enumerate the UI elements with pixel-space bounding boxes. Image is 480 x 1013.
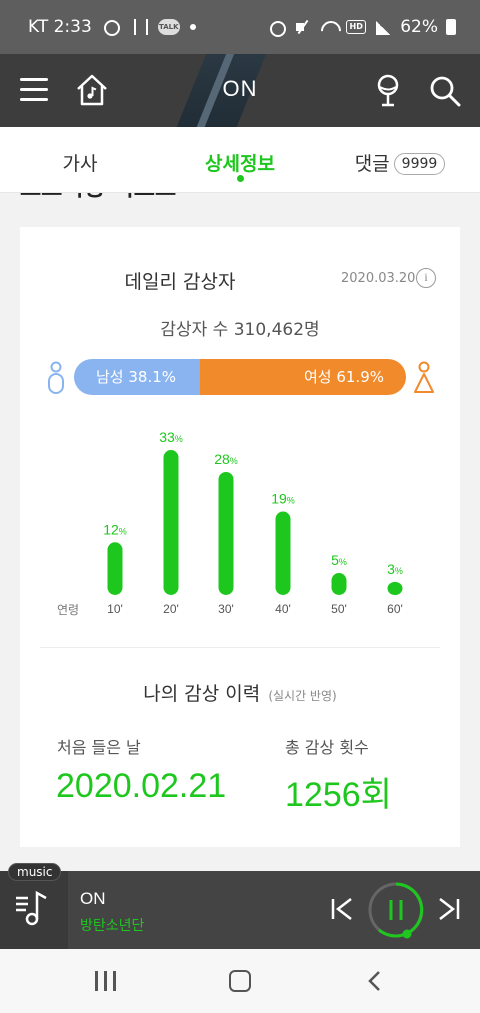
first-listened-date: 2020.02.21 <box>56 767 227 805</box>
first-listened-label: 처음 들은 날 <box>57 738 141 757</box>
more-notifications-dot-icon <box>189 24 196 30</box>
female-segment: 여성 61.9% <box>200 359 406 395</box>
listener-count: 감상자 수 310,462명 <box>160 320 320 340</box>
tab-comments[interactable]: 댓글 9999 <box>320 127 480 192</box>
age-bar-40 <box>275 511 291 595</box>
age-category-label: 50' <box>331 602 347 616</box>
daily-date: 2020.03.20 <box>341 271 416 286</box>
recent-apps-icon[interactable] <box>95 971 117 991</box>
battery-icon <box>446 19 456 35</box>
age-category-label: 60' <box>387 602 403 616</box>
home-nav-icon[interactable] <box>229 970 251 992</box>
battery-percent: 62% <box>400 17 438 37</box>
comment-count-badge: 9999 <box>393 153 446 175</box>
age-category-label: 10' <box>107 602 123 616</box>
tab-lyrics[interactable]: 가사 <box>0 127 160 192</box>
player-song-title: ON <box>80 889 106 908</box>
app-header: ON <box>0 54 480 127</box>
daily-listeners-title: 데일리 감상자 <box>124 271 236 293</box>
music-tag: music <box>8 863 62 881</box>
listening-history-title: 나의 감상 이력 (실시간 반영) <box>20 679 460 706</box>
hd-icon: HD <box>346 20 367 34</box>
male-icon <box>48 361 64 394</box>
alarm-icon <box>268 19 287 37</box>
age-bar-30 <box>218 471 234 595</box>
next-track-icon[interactable] <box>437 896 461 922</box>
menu-icon[interactable] <box>20 78 48 102</box>
header-background-art <box>169 54 271 127</box>
wifi-icon <box>320 19 338 35</box>
info-icon[interactable]: i <box>416 268 436 288</box>
age-value-label: 5% <box>331 552 347 568</box>
listening-history-subtitle: (실시간 반영) <box>268 689 337 703</box>
age-value-label: 19% <box>271 491 295 507</box>
microphone-icon[interactable] <box>374 74 402 108</box>
tab-comments-label: 댓글 <box>354 153 390 175</box>
age-value-label: 3% <box>387 561 403 577</box>
total-plays-label: 총 감상 횟수 <box>285 738 369 757</box>
player-artist: 방탄소년단 <box>80 918 145 934</box>
age-value-label: 12% <box>103 521 127 537</box>
age-value-label: 28% <box>214 451 238 467</box>
female-icon <box>414 361 434 393</box>
playlist-music-icon <box>16 890 47 926</box>
total-plays-count: 1256회 <box>285 776 392 814</box>
age-bar-20 <box>163 450 179 595</box>
divider <box>40 647 440 648</box>
tab-details-label: 상세정보 <box>205 153 275 175</box>
music-notification-icon <box>102 19 120 36</box>
male-segment: 남성 38.1% <box>74 359 201 395</box>
system-nav-bar <box>0 949 480 1013</box>
previous-track-icon[interactable] <box>330 896 354 922</box>
mini-player[interactable]: music ON 방탄소년단 <box>0 863 480 949</box>
talk-icon: TALK <box>157 19 180 35</box>
pause-icon[interactable] <box>367 881 425 939</box>
age-category-label: 40' <box>275 602 291 616</box>
age-distribution-chart: 12% 10' 33% 20' 28% 30' 19% 40' 5% 50' 3% 60' <box>103 429 403 616</box>
listening-history-title-text: 나의 감상 이력 <box>143 683 261 705</box>
tab-bar: 가사 상세정보 댓글 9999 <box>0 127 480 193</box>
signal-icon <box>374 19 392 35</box>
home-icon[interactable] <box>74 72 110 108</box>
back-icon[interactable] <box>364 970 386 992</box>
playlist-button[interactable] <box>0 871 68 949</box>
age-value-label: 33% <box>159 429 183 445</box>
gender-ratio-bar: 남성 38.1% 여성 61.9% <box>74 359 406 395</box>
age-bar-10 <box>107 542 123 595</box>
tower-icon <box>130 19 148 35</box>
age-bar-60 <box>387 581 403 595</box>
age-category-label: 20' <box>163 602 179 616</box>
tab-details[interactable]: 상세정보 <box>160 127 320 192</box>
daily-listeners-card: 데일리 감상자 2020.03.20 i 감상자 수 310,462명 남성 3… <box>20 227 460 847</box>
carrier-time: KT 2:33 <box>28 17 92 37</box>
status-bar: KT 2:33 TALK HD 62% <box>0 0 480 54</box>
age-bar-50 <box>331 573 347 595</box>
age-axis-label: 연령 <box>57 603 80 617</box>
active-tab-indicator <box>237 175 244 182</box>
search-icon[interactable] <box>428 74 462 108</box>
mute-icon <box>294 19 312 35</box>
tab-lyrics-label: 가사 <box>62 153 98 175</box>
age-category-label: 30' <box>218 602 234 616</box>
